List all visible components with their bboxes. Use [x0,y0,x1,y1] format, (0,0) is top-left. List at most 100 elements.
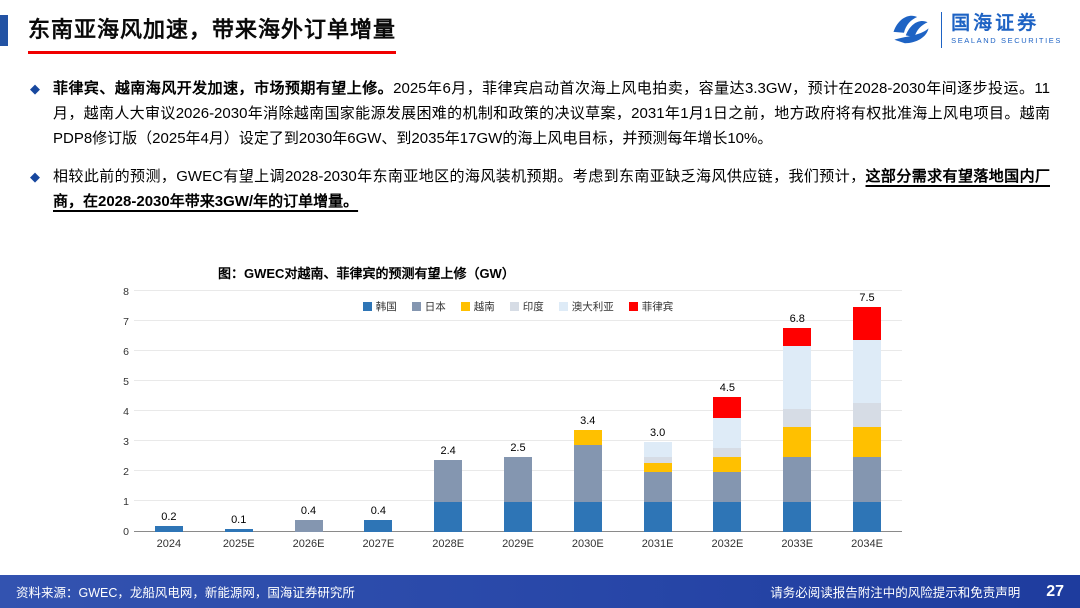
disclaimer-text: 请务必阅读报告附注中的风险提示和免责声明 [770,586,1021,600]
y-tick-label: 5 [123,376,129,388]
bar-slot: 3.4 2030E [553,292,623,550]
stacked-bar [783,328,812,532]
page-title: 东南亚海风加速，带来海外订单增量 [28,12,397,54]
logo-name-cn: 国海证券 [951,13,1040,35]
gridline [134,440,902,441]
bar-total-label: 0.4 [300,505,317,517]
y-tick-label: 4 [123,406,129,418]
bullet-2-body: 相较此前的预测，GWEC有望上调2028-2030年东南亚地区的海风装机预期。考… [53,168,866,185]
diamond-bullet-icon: ◆ [30,169,40,184]
bar-segment-菲律宾 [713,397,742,418]
title-accent-bar [0,15,8,46]
legend-label: 日本 [424,301,446,313]
bar-slot: 3.0 2031E [623,292,693,550]
logo-divider [941,12,943,48]
logo-text: 国海证券 SEALAND SECURITIES [951,13,1062,46]
legend-label: 越南 [473,301,495,313]
bar-segment-越南 [643,463,672,472]
bar-segment-澳大利亚 [783,346,812,409]
bar-segment-韩国 [224,529,253,532]
bar-segment-韩国 [853,502,882,532]
chart-title: 图：GWEC对越南、菲律宾的预测有望上修（GW） [218,266,515,281]
bar-total-label: 2.4 [440,445,456,457]
header: 东南亚海风加速，带来海外订单增量 [28,12,397,54]
y-tick-label: 1 [123,496,129,508]
legend-label: 韩国 [375,301,397,313]
stacked-bar [503,457,532,532]
bar-segment-日本 [294,520,323,532]
bullet-1-body: 2025年6月，菲律宾启动首次海上风电拍卖，容量达3.3GW，预计在2028-2… [53,80,1050,147]
bullet-text-2: 相较此前的预测，GWEC有望上调2028-2030年东南亚地区的海风装机预期。考… [53,164,1050,214]
plot-area: 韩国 日本 越南 印度 澳大利亚 菲律宾 0.2 2024 0.1 2025E 0.4 2026E 0… [134,290,902,550]
legend-label: 印度 [522,301,544,313]
gridline [134,410,902,411]
stacked-bar [434,460,463,532]
company-logo: 国海证券 SEALAND SECURITIES [890,9,1062,51]
bar-total-label: 2.5 [510,442,526,454]
x-tick-label: 2032E [711,538,744,550]
stacked-bar [294,520,323,532]
legend-swatch [558,302,568,311]
stacked-bar [154,526,183,532]
gridline [134,380,902,381]
footer-bar: 资料来源：GWEC，龙船风电网，新能源网，国海证券研究所 请务必阅读报告附注中的… [0,575,1080,608]
legend-swatch [362,302,372,311]
bullet-item-2: ◆ 相较此前的预测，GWEC有望上调2028-2030年东南亚地区的海风装机预期… [30,164,1050,214]
bar-slot: 2.5 2029E [483,292,553,550]
bullet-1-bold: 菲律宾、越南海风开发加速，市场预期有望上修。 [53,80,394,97]
legend-item: 印度 [509,299,544,314]
bar-segment-越南 [853,427,882,457]
legend-item: 澳大利亚 [558,299,614,314]
bar-segment-印度 [783,409,812,427]
bar-segment-澳大利亚 [713,418,742,448]
bar-segment-菲律宾 [783,328,812,346]
logo-name-en: SEALAND SECURITIES [951,36,1062,46]
bullet-2-emphasis: 这部分需求有望落地国内厂商，在2028-2030年带来3GW/年的订单增量。 [53,168,1050,210]
bar-segment-越南 [713,457,742,472]
bar-segment-韩国 [713,502,742,532]
stacked-bar [853,307,882,532]
y-tick-label: 8 [123,286,129,298]
bar-total-label: 3.4 [580,415,596,427]
bar-segment-韩国 [154,526,183,532]
x-tick-label: 2025E [222,538,255,550]
bar-segment-韩国 [434,502,463,532]
bar-total-label: 3.0 [649,427,666,439]
bar-segment-日本 [573,445,602,502]
bar-segment-印度 [643,457,672,463]
x-tick-label: 2033E [781,538,814,550]
diamond-bullet-icon: ◆ [30,81,40,96]
legend-swatch [460,302,470,311]
bar-segment-印度 [853,403,882,427]
gridline [134,320,902,321]
bar-slot: 4.5 2032E [693,292,763,550]
bar-slot: 0.4 2026E [274,292,344,550]
x-tick-label: 2034E [851,538,883,550]
stacked-bar [573,430,602,532]
chart-legend: 韩国 日本 越南 印度 澳大利亚 菲律宾 [134,299,902,314]
bullet-item-1: ◆ 菲律宾、越南海风开发加速，市场预期有望上修。2025年6月，菲律宾启动首次海… [30,76,1050,151]
bar-slot: 0.4 2027E [343,292,413,550]
x-tick-label: 2026E [292,538,325,550]
bar-segment-韩国 [573,502,602,532]
bar-slot: 0.2 2024 [134,292,204,550]
bar-segment-澳大利亚 [643,442,672,457]
x-tick-label: 2024 [156,538,182,550]
footer-right: 请务必阅读报告附注中的风险提示和免责声明 27 [770,582,1064,601]
bar-segment-越南 [783,427,812,457]
y-tick-label: 0 [123,526,129,538]
bar-segment-日本 [853,457,882,502]
bars-container: 0.2 2024 0.1 2025E 0.4 2026E 0.4 2027E 2.4 2028E 2… [134,292,902,550]
legend-item: 越南 [460,299,495,314]
bar-slot: 7.5 2034E [832,292,902,550]
bar-total-label: 0.4 [370,505,386,517]
y-tick-label: 3 [123,436,129,448]
bar-segment-韩国 [503,502,532,532]
x-tick-label: 2031E [641,538,674,550]
stacked-bar [643,442,672,532]
x-tick-label: 2029E [502,538,534,550]
bar-segment-日本 [713,472,742,502]
gridline [134,290,902,291]
stacked-bar [713,397,742,532]
stacked-bar [224,529,253,532]
